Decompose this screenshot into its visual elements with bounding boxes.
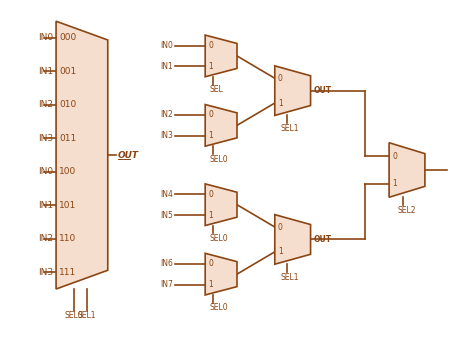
Text: IN3: IN3 — [161, 131, 173, 140]
Text: 110: 110 — [59, 234, 76, 243]
Text: 100: 100 — [59, 167, 76, 176]
Text: SEL0: SEL0 — [209, 303, 228, 312]
Text: SEL0: SEL0 — [209, 155, 228, 164]
Text: IN1: IN1 — [38, 67, 53, 76]
Text: SEL2: SEL2 — [397, 206, 416, 215]
Text: IN4: IN4 — [161, 190, 173, 199]
Text: IN2: IN2 — [38, 100, 53, 109]
Text: OUT: OUT — [118, 151, 139, 160]
Text: 010: 010 — [59, 100, 76, 109]
Text: 101: 101 — [59, 201, 76, 210]
Text: 0: 0 — [208, 190, 213, 199]
Text: 1: 1 — [208, 62, 213, 71]
Text: IN0: IN0 — [38, 167, 53, 176]
Text: SEL0: SEL0 — [65, 311, 83, 320]
Text: IN2: IN2 — [161, 111, 173, 119]
Text: 1: 1 — [208, 131, 213, 140]
Text: 1: 1 — [392, 179, 397, 188]
Text: IN5: IN5 — [161, 211, 173, 220]
Text: IN1: IN1 — [38, 201, 53, 210]
Text: SEL1: SEL1 — [78, 311, 96, 320]
Text: IN2: IN2 — [38, 234, 53, 243]
Polygon shape — [205, 184, 237, 225]
Text: 1: 1 — [208, 211, 213, 220]
Text: IN6: IN6 — [161, 259, 173, 268]
Polygon shape — [56, 21, 108, 289]
Text: 0: 0 — [208, 111, 213, 119]
Text: 0: 0 — [278, 74, 283, 83]
Text: OUT: OUT — [313, 86, 332, 95]
Text: IN3: IN3 — [38, 134, 53, 143]
Text: 001: 001 — [59, 67, 76, 76]
Polygon shape — [275, 215, 310, 264]
Text: SEL: SEL — [209, 85, 223, 94]
Polygon shape — [389, 143, 425, 197]
Text: SEL1: SEL1 — [281, 273, 299, 282]
Polygon shape — [205, 104, 237, 146]
Text: IN3: IN3 — [38, 268, 53, 277]
Text: 0: 0 — [392, 152, 397, 161]
Text: 111: 111 — [59, 268, 76, 277]
Text: 0: 0 — [208, 259, 213, 268]
Text: SEL1: SEL1 — [281, 124, 299, 133]
Text: IN0: IN0 — [161, 41, 173, 50]
Text: 011: 011 — [59, 134, 76, 143]
Text: 1: 1 — [208, 280, 213, 289]
Text: OUT: OUT — [313, 235, 332, 244]
Text: 1: 1 — [278, 247, 283, 256]
Text: SEL0: SEL0 — [209, 234, 228, 243]
Text: IN0: IN0 — [38, 34, 53, 42]
Polygon shape — [205, 35, 237, 77]
Polygon shape — [205, 253, 237, 295]
Text: 1: 1 — [278, 99, 283, 107]
Polygon shape — [275, 66, 310, 116]
Text: 0: 0 — [278, 222, 283, 232]
Text: IN1: IN1 — [161, 62, 173, 71]
Text: 0: 0 — [208, 41, 213, 50]
Text: IN7: IN7 — [161, 280, 173, 289]
Text: 000: 000 — [59, 34, 76, 42]
